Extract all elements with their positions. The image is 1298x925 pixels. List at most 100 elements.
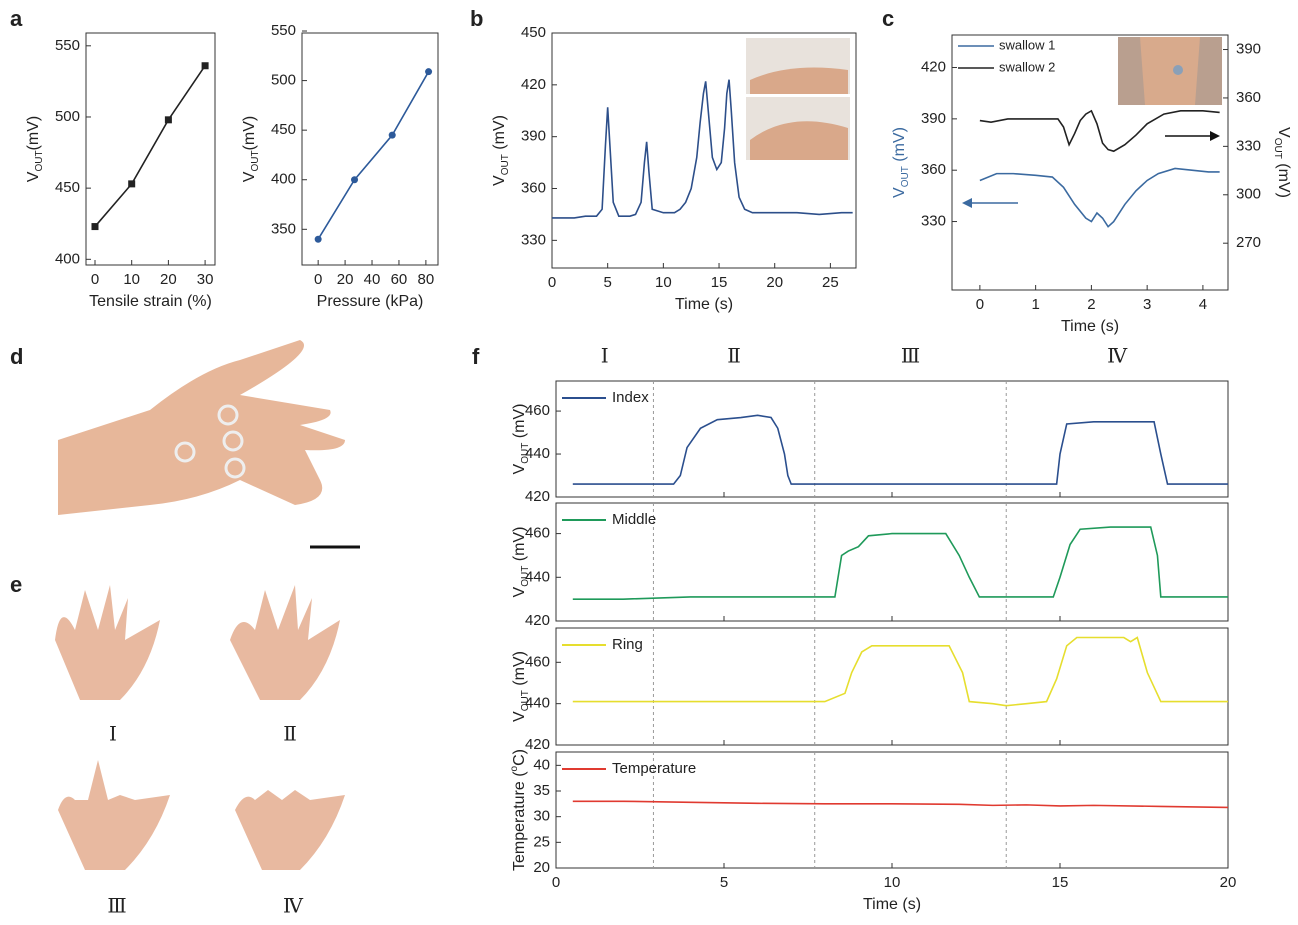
y-tick-label: 390 (921, 110, 946, 127)
y-tick-label: 360 (1236, 89, 1261, 106)
pose-label: Ⅰ (109, 724, 117, 746)
y-tick-label: 550 (55, 37, 80, 54)
panel-label: d (10, 344, 23, 369)
legend-label: Ring (612, 636, 643, 653)
x-tick-label: 5 (604, 274, 612, 291)
y-tick-label: 330 (1236, 137, 1261, 154)
axis-label-part: V (1275, 127, 1292, 138)
x-tick-label: 80 (418, 271, 435, 288)
axis-label: VOUT (mV) (511, 651, 531, 722)
y-tick-label: 390 (521, 128, 546, 145)
y-tick-label: 350 (271, 220, 296, 237)
phase-label: Ⅰ (601, 346, 609, 368)
plot-frame (556, 381, 1228, 497)
y-tick-label: 40 (533, 756, 550, 773)
legend-label: swallow 1 (999, 37, 1055, 52)
x-tick-label: 30 (197, 271, 214, 288)
x-tick-label: 15 (1052, 874, 1069, 891)
legend-label: Index (612, 389, 649, 406)
plot-frame (556, 503, 1228, 621)
y-tick-label: 30 (533, 808, 550, 825)
y-tick-label: 20 (533, 859, 550, 876)
y-tick-label: 390 (1236, 40, 1261, 57)
y-tick-label: 450 (521, 24, 546, 41)
x-tick-label: 20 (766, 274, 783, 291)
y-tick-label: 35 (533, 782, 550, 799)
axis-label: VOUT (mV) (511, 404, 531, 475)
data-point (128, 180, 135, 187)
axis-label-part: (mV) (511, 527, 528, 566)
x-tick-label: 4 (1199, 296, 1207, 313)
axis-label: Tensile strain (%) (89, 293, 212, 310)
photo-inset (746, 38, 850, 160)
y-tick-label: 270 (1236, 234, 1261, 251)
panel-label: c (882, 6, 894, 31)
data-line (980, 168, 1220, 226)
data-point (351, 176, 358, 183)
axis-label: VOUT(mV) (25, 116, 45, 182)
x-tick-label: 15 (711, 274, 728, 291)
y-tick-label: 450 (55, 179, 80, 196)
y-tick-label: 360 (521, 179, 546, 196)
axis-label-part: C) (511, 749, 528, 766)
data-point (389, 132, 396, 139)
axis-label-part: OUT (520, 690, 531, 711)
hand-photo (58, 340, 360, 547)
y-tick-label: 550 (271, 22, 296, 39)
y-tick-label: 420 (521, 76, 546, 93)
data-point (165, 116, 172, 123)
axis-label-part: OUT (900, 166, 911, 187)
panel-label: e (10, 572, 22, 597)
data-line (980, 111, 1220, 151)
legend-label: Temperature (612, 760, 696, 777)
y-tick-label: 450 (271, 121, 296, 138)
data-line (573, 638, 1228, 706)
x-tick-label: 60 (391, 271, 408, 288)
x-tick-label: 40 (364, 271, 381, 288)
data-line (573, 415, 1228, 484)
axis-label-part: OUT (520, 566, 531, 587)
legend-label: swallow 2 (999, 59, 1055, 74)
phase-label: Ⅳ (1107, 346, 1128, 368)
data-point (425, 68, 432, 75)
x-tick-label: 20 (160, 271, 177, 288)
y-tick-label: 500 (271, 72, 296, 89)
x-tick-label: 0 (314, 271, 322, 288)
axis-label: VOUT (mV) (1272, 127, 1292, 198)
axis-label-part: (mV) (1275, 159, 1292, 198)
x-tick-label: 25 (822, 274, 839, 291)
axis-label-part: V (491, 175, 508, 186)
data-line (318, 72, 428, 240)
figure: a b c d e f Ⅰ Ⅱ Ⅲ Ⅳ 400450500550 (0, 0, 1298, 925)
x-tick-label: 20 (337, 271, 354, 288)
x-tick-label: 10 (884, 874, 901, 891)
panel-label: b (470, 6, 483, 31)
y-tick-label: 400 (271, 171, 296, 188)
axis-label-part: V (511, 711, 528, 722)
phase-label: Ⅱ (727, 346, 741, 368)
axis-label: VOUT(mV) (241, 116, 261, 182)
axis-label-part: V (25, 171, 42, 182)
axis-label-part: (mV) (25, 116, 42, 151)
x-tick-label: 10 (123, 271, 140, 288)
axis-label-part: V (891, 187, 908, 198)
axis-label-part: (mV) (511, 651, 528, 690)
data-line (573, 801, 1228, 807)
x-tick-label: 0 (548, 274, 556, 291)
axis-label-part: V (511, 586, 528, 597)
axis-label-part: Temperature ( (511, 771, 528, 871)
axis-label-part: (mV) (891, 127, 908, 166)
y-tick-label: 25 (533, 833, 550, 850)
phase-label: Ⅲ (901, 346, 920, 368)
data-point (315, 236, 322, 243)
y-tick-label: 400 (55, 250, 80, 267)
axis-label: Temperature (oC) (509, 749, 528, 871)
axis-label-part: OUT (500, 154, 511, 175)
axis-label: VOUT (mV) (511, 527, 531, 598)
photo-inset (1118, 37, 1222, 105)
x-tick-label: 10 (655, 274, 672, 291)
axis-label-part: V (241, 171, 258, 182)
axis-label: VOUT (mV) (891, 127, 911, 198)
x-tick-label: 2 (1087, 296, 1095, 313)
x-tick-label: 0 (976, 296, 984, 313)
